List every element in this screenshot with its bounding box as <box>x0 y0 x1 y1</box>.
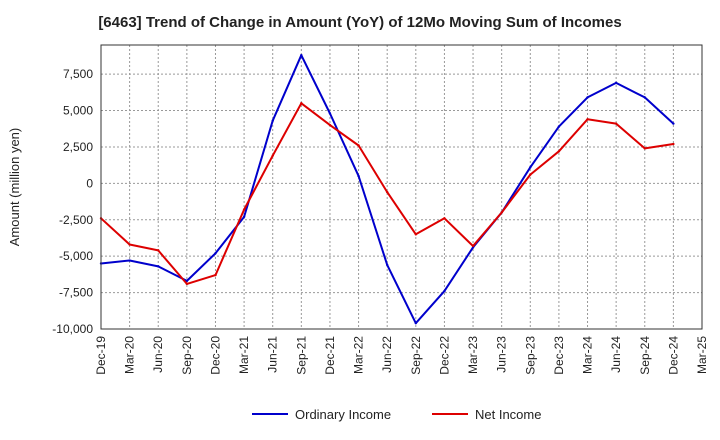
x-tick-label: Mar-25 <box>695 336 709 374</box>
data-point <box>500 211 503 214</box>
data-point <box>614 81 618 85</box>
x-tick-label: Mar-21 <box>237 336 251 374</box>
x-tick-label: Dec-22 <box>437 336 451 375</box>
data-point <box>357 174 360 178</box>
data-point <box>157 265 160 268</box>
data-point <box>271 154 274 157</box>
data-point <box>471 244 475 248</box>
data-point <box>128 259 131 262</box>
y-tick-label: 5,000 <box>63 104 93 118</box>
data-point <box>185 279 189 283</box>
x-tick-label: Jun-24 <box>609 336 623 373</box>
y-tick-labels: 7,500 5,000 2,500 0 -2,500 -5,000 -7,500 -10,00… <box>52 67 93 336</box>
x-tick-label: Mar-22 <box>352 336 366 374</box>
series-layer <box>99 53 675 325</box>
x-tick-label: Sep-22 <box>409 336 423 375</box>
x-tick-label: Mar-23 <box>466 336 480 374</box>
x-tick-label: Dec-23 <box>552 336 566 375</box>
data-point <box>586 96 589 99</box>
x-tick-label: Sep-24 <box>638 336 652 375</box>
x-tick-label: Jun-23 <box>495 336 509 373</box>
data-point <box>643 147 646 150</box>
data-point <box>214 252 217 255</box>
x-tick-label: Sep-20 <box>180 336 194 375</box>
data-point <box>557 150 561 153</box>
data-point <box>385 190 389 194</box>
data-point <box>586 118 589 121</box>
data-point <box>128 243 131 246</box>
x-tick-labels: Dec-19 Mar-20 Jun-20 Sep-20 Dec-20 Mar-21 Jun-… <box>94 336 709 375</box>
data-point <box>242 215 246 219</box>
data-point <box>271 119 274 122</box>
legend-label: Ordinary Income <box>295 407 391 422</box>
plot-frame <box>100 44 703 330</box>
x-tick-label: Sep-21 <box>294 336 308 375</box>
data-point <box>357 144 360 147</box>
chart-title: [6463] Trend of Change in Amount (YoY) o… <box>98 14 622 31</box>
y-tick-label: -5,000 <box>59 249 93 263</box>
data-point <box>300 53 303 57</box>
data-point <box>328 112 332 115</box>
x-tick-label: Mar-24 <box>581 336 595 374</box>
plot-area <box>101 45 702 329</box>
x-tick-label: Jun-21 <box>266 336 280 373</box>
data-point <box>672 142 675 146</box>
data-point <box>157 249 160 252</box>
data-point <box>328 123 332 127</box>
x-tick-label: Mar-20 <box>123 336 137 374</box>
x-tick-label: Dec-24 <box>666 336 680 375</box>
data-point <box>185 282 189 286</box>
x-tick-label: Dec-21 <box>323 336 337 375</box>
data-point <box>443 217 446 220</box>
data-point <box>300 102 303 105</box>
x-tick-label: Dec-20 <box>208 336 222 375</box>
data-point <box>529 173 532 176</box>
legend: Ordinary Income Net Income <box>252 407 541 422</box>
y-tick-label: 0 <box>86 176 93 190</box>
x-tick-label: Dec-19 <box>94 336 108 375</box>
y-tick-label: -7,500 <box>59 286 93 300</box>
data-point <box>385 263 389 267</box>
data-point <box>242 208 246 211</box>
data-point <box>414 321 418 325</box>
data-point <box>557 125 561 128</box>
data-point <box>529 166 532 169</box>
y-tick-label: -10,000 <box>52 322 93 336</box>
x-tick-label: Sep-23 <box>523 336 537 375</box>
data-point <box>414 233 418 236</box>
data-point <box>643 96 646 99</box>
y-tick-label: 7,500 <box>63 67 93 81</box>
y-tick-label: -2,500 <box>59 213 93 227</box>
y-axis-label: Amount (million yen) <box>7 128 22 247</box>
data-point <box>443 289 446 293</box>
data-point <box>672 122 675 125</box>
data-point <box>614 122 618 125</box>
data-point <box>214 273 217 277</box>
x-tick-label: Jun-22 <box>380 336 394 373</box>
y-tick-label: 2,500 <box>63 140 93 154</box>
legend-label: Net Income <box>475 407 541 422</box>
x-tick-label: Jun-20 <box>151 336 165 373</box>
